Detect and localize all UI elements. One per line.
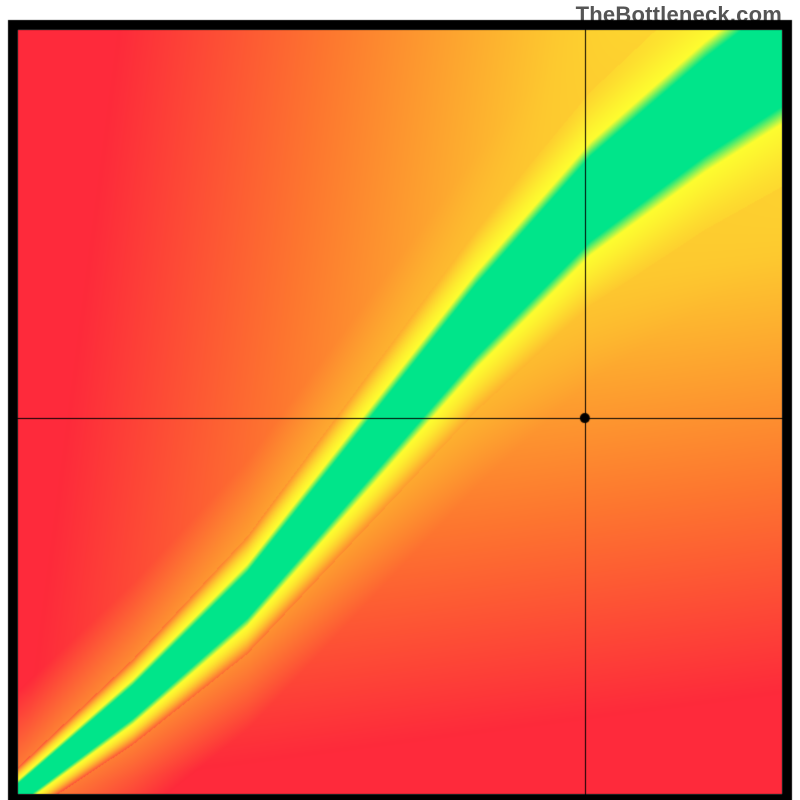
chart-container: TheBottleneck.com xyxy=(0,0,800,800)
overlay-canvas xyxy=(0,0,800,800)
